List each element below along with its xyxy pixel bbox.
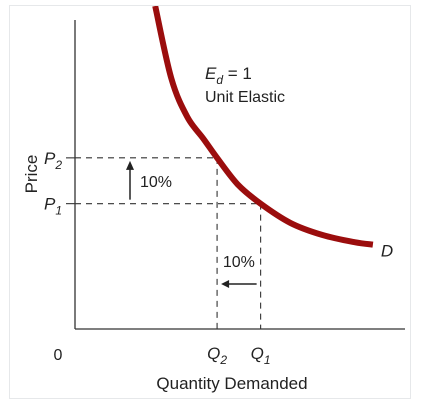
price-tick-p2: P2 (44, 149, 62, 172)
y-axis-label: Price (22, 155, 41, 194)
demand-curve-group (152, 6, 374, 248)
quantity-tick-q1: Q1 (251, 344, 271, 367)
unit-elastic-label: Unit Elastic (205, 89, 285, 106)
chart-svg: Ed = 1 Unit Elastic Price Quantity Deman… (22, 6, 405, 393)
dashed-guides (66, 157, 262, 329)
elasticity-value: = 1 (223, 64, 252, 83)
price-tick-subscript: 1 (55, 204, 62, 218)
demand-curve (152, 6, 374, 248)
quantity-tick-q2: Q2 (207, 344, 227, 367)
x-axis-label: Quantity Demanded (156, 374, 307, 393)
price-tick-p1: P1 (44, 195, 62, 218)
quantity-change-arrowhead (221, 280, 230, 288)
elasticity-subscript: d (216, 73, 223, 87)
price-tick-subscript: 2 (54, 158, 62, 172)
elasticity-symbol: E (205, 64, 217, 83)
quantity-tick-subscript: 2 (219, 353, 227, 367)
price-change-arrowhead (126, 160, 134, 170)
demand-chart: Ed = 1 Unit Elastic Price Quantity Deman… (9, 5, 411, 399)
origin-label: 0 (54, 347, 63, 364)
elasticity-label: Ed = 1 (205, 64, 252, 87)
price-change-label: 10% (140, 174, 172, 191)
quantity-tick-subscript: 1 (264, 353, 271, 367)
quantity-change-label: 10% (223, 254, 255, 271)
demand-curve-label: D (381, 242, 393, 261)
